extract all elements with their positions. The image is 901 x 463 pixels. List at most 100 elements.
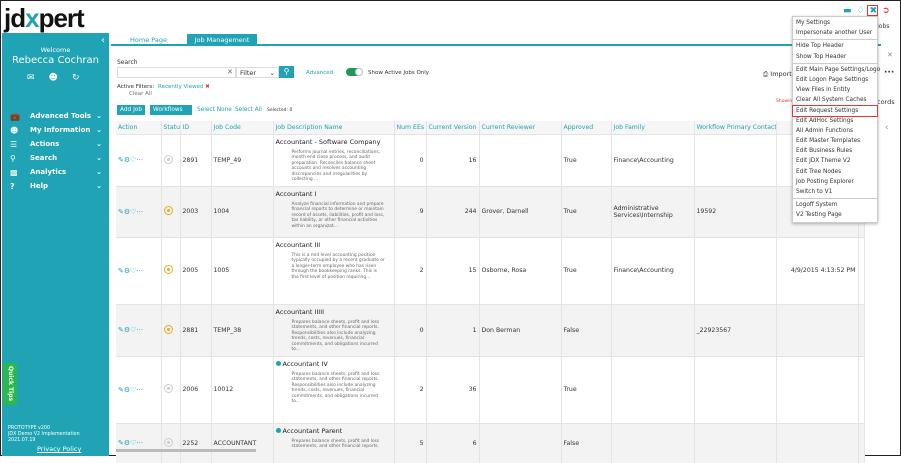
active-jobs-toggle[interactable] [346,68,363,76]
table-row[interactable]: ✎⚙♡··· 2003 1004 Accountant I Analyze fin… [116,185,865,237]
search-button[interactable]: ⚲ [279,66,294,78]
column-header[interactable]: Workflow Primary Contact [694,121,777,134]
expand-icon[interactable] [275,427,281,433]
menu-item-all-admin-functions[interactable]: All Admin Functions [796,127,854,134]
gear-icon[interactable]: ⚙ [123,439,131,448]
gear-icon[interactable]: ⚙ [123,156,131,164]
sidebar-item-help[interactable]: ? Help ⌄ [10,179,102,193]
gear-icon[interactable]: ⚙ [123,266,131,275]
close-icon[interactable]: ✕ [887,51,893,59]
job-name[interactable]: Accountant I [276,190,392,198]
logout-icon[interactable]: ➲ [882,6,890,16]
menu-item-clear-all-system-caches[interactable]: Clear All System Caches [796,97,867,104]
menu-item-hide-top-header[interactable]: Hide Top Header [796,43,844,50]
more-icon[interactable]: ··· [136,326,144,334]
collapse-sidebar-icon[interactable]: ‹ [101,35,105,46]
job-description-cell[interactable]: Accountant I Analyze financial informatio… [273,185,395,237]
menu-item-edit-jdx-theme-v2[interactable]: Edit JDX Theme V2 [796,158,851,165]
menu-item-edit-adhoc-settings[interactable]: Edit AdHoc Settings [796,117,854,124]
column-header[interactable]: Current Reviewer [479,121,562,134]
gear-icon[interactable]: ⚙ [123,326,131,334]
select-all-link[interactable]: Select All [235,107,262,113]
import-button[interactable]: ⎙ Import [763,70,792,79]
job-description-cell[interactable]: Accountant III This is a mid level accoun… [273,236,395,304]
edit-icon[interactable]: ✎ [118,266,124,275]
column-header[interactable]: Current Version [426,121,480,134]
edit-icon[interactable]: ✎ [118,439,124,448]
heart-icon[interactable]: ♡ [130,156,137,164]
job-description-cell[interactable]: Accountant - Software Company Performs jo… [273,133,395,186]
expand-icon[interactable] [275,360,281,366]
menu-item-edit-main-page-settings-logo[interactable]: Edit Main Page Settings/Logo [796,66,881,73]
column-header[interactable]: ID [180,121,212,134]
column-header[interactable]: Job Code [211,121,274,134]
menu-item-edit-master-templates[interactable]: Edit Master Templates [796,138,861,145]
menu-item-v2-testing-page[interactable]: V2 Testing Page [796,212,842,219]
column-header[interactable]: Job Description Name [273,121,395,134]
column-header[interactable]: Action [116,121,162,134]
heart-icon[interactable]: ♡ [130,385,137,394]
column-header[interactable]: Num EEs [394,121,427,134]
menu-item-my-settings[interactable]: My Settings [796,20,831,26]
job-description-cell[interactable]: Accountant IIIII Prepares balance sheets,… [273,303,395,356]
more-icon[interactable]: ··· [136,266,144,275]
sidebar-item-my-information[interactable]: ☻ My Information ⌄ [10,123,102,137]
search-input[interactable] [117,67,236,78]
quick-tips-tab[interactable]: Quick Tips [3,363,17,405]
menu-item-edit-tree-nodes[interactable]: Edit Tree Nodes [796,168,842,175]
sidebar-item-analytics[interactable]: ▩ Analytics ⌄ [10,165,102,179]
table-row[interactable]: ✎⚙♡··· 2891 TEMP_49 Accountant - Softwar… [116,133,865,186]
switch-user-icon[interactable]: ↻ [71,73,80,83]
job-name[interactable]: Accountant IV [275,360,392,368]
menu-item-edit-request-settings[interactable]: Edit Request Settings [792,104,878,117]
clear-search-icon[interactable]: ✕ [227,68,233,76]
more-icon[interactable]: ··· [136,439,144,448]
menu-item-show-top-header[interactable]: Show Top Header [796,53,847,60]
privacy-policy-link[interactable]: Privacy Policy [37,445,82,453]
expand-panel-icon[interactable]: ‹ [885,123,889,133]
edit-icon[interactable]: ✎ [118,207,124,216]
column-header[interactable]: Job Family [611,121,695,134]
menu-item-job-posting-explorer[interactable]: Job Posting Explorer [796,178,854,185]
heart-icon[interactable]: ♡ [130,326,137,334]
workflows-button[interactable]: Workflows ⌄ [150,105,192,123]
table-row[interactable]: ✎⚙♡··· 2881 TEMP_38 Accountant IIIII Prep… [116,303,865,356]
advanced-search-link[interactable]: Advanced [306,70,334,76]
add-job-button[interactable]: Add Job [117,105,146,115]
menu-item-edit-business-rules[interactable]: Edit Business Rules [796,148,853,155]
more-icon[interactable]: ··· [136,207,144,216]
mail-icon[interactable]: ✉ [27,73,35,83]
more-icon[interactable]: ··· [136,156,144,164]
column-header[interactable]: Status [161,121,181,134]
tab-job-management[interactable]: Job Management [187,34,257,46]
edit-icon[interactable]: ✎ [118,385,124,394]
edit-icon[interactable]: ✎ [118,156,124,164]
sidebar-item-search[interactable]: ⚲ Search ⌄ [10,151,102,165]
tab-home-page[interactable]: Home Page [130,36,167,44]
briefcase-icon[interactable]: ▬ [843,6,852,16]
menu-item-impersonate-another-user[interactable]: Impersonate another User [796,30,873,37]
menu-item-edit-logon-page-settings[interactable]: Edit Logon Page Settings [796,76,869,83]
menu-item-view-files-in-entity[interactable]: View Files in Entity [796,87,851,94]
menu-item-switch-to-v1[interactable]: Switch to V1 [796,189,833,195]
horizontal-scrollbar[interactable] [116,449,256,452]
column-header[interactable]: Approved [561,121,612,134]
gear-icon[interactable]: ⚙ [123,207,131,216]
table-row[interactable]: ✎⚙♡··· 2252 ACCOUNTANT Accountant Parent… [116,422,865,463]
sidebar-item-actions[interactable]: ☰ Actions ⌄ [10,137,102,151]
table-row[interactable]: ✎⚙♡··· 2006 10012 Accountant IV Prepares … [116,355,865,423]
job-description-cell[interactable]: Accountant IV Prepares balance sheets, pr… [273,355,395,423]
heart-icon[interactable]: ♡ [130,439,137,448]
more-icon[interactable]: ··· [136,385,144,394]
user-settings-icon[interactable]: ☻ [48,73,58,83]
filter-select[interactable]: Filter ⌄ [236,67,279,78]
heart-icon[interactable]: ♡ [130,207,137,216]
job-name[interactable]: Accountant - Software Company [276,138,392,146]
job-description-cell[interactable]: Accountant Parent Prepares balance sheets… [273,422,395,463]
table-row[interactable]: ✎⚙♡··· 2005 1005 Accountant III This is a… [116,236,865,304]
clear-all-link[interactable]: Clear All [129,91,152,97]
job-name[interactable]: Accountant IIIII [276,308,392,316]
job-name[interactable]: Accountant III [276,241,392,249]
recently-viewed-filter[interactable]: Recently Viewed ✖ [158,84,210,90]
menu-item-logoff-system[interactable]: Logoff System [796,202,838,209]
